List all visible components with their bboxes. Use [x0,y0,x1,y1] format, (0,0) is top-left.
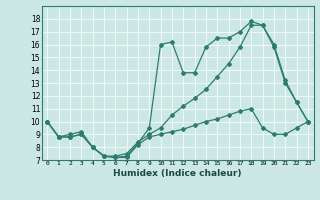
X-axis label: Humidex (Indice chaleur): Humidex (Indice chaleur) [113,169,242,178]
